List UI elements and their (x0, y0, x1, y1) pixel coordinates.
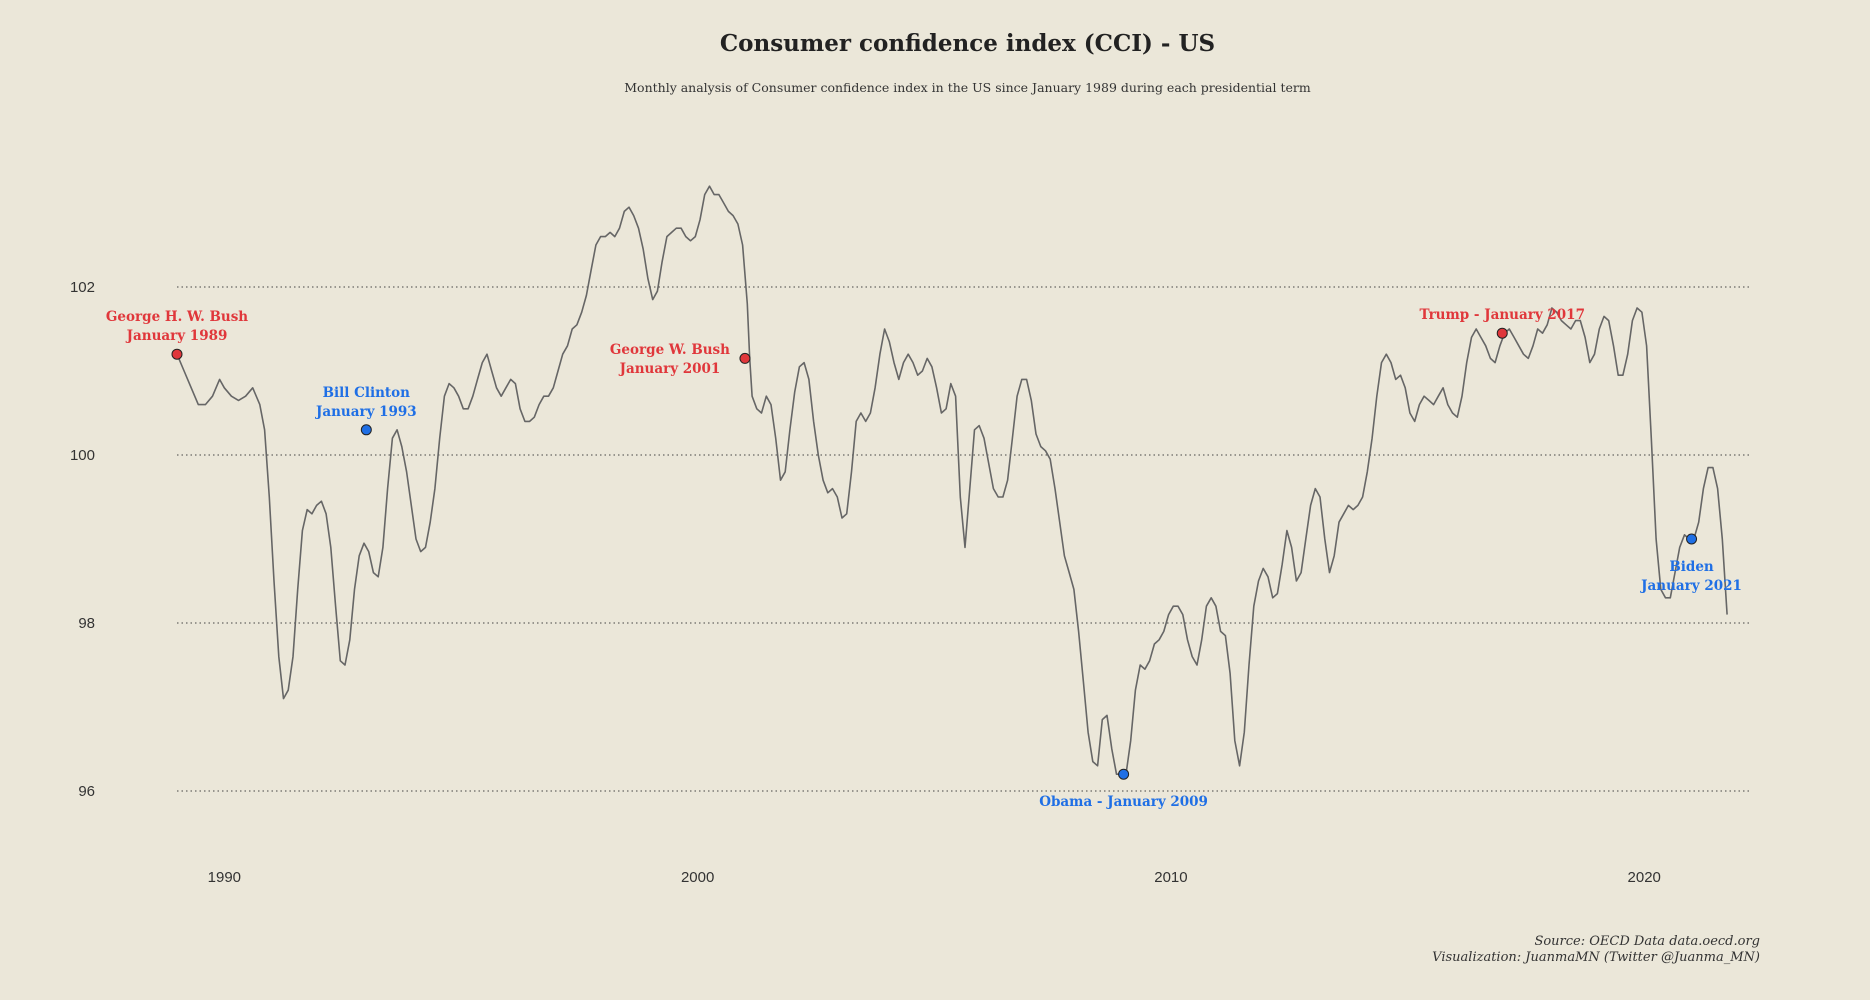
series-line (176, 185, 1728, 775)
president-marker-4 (1496, 327, 1508, 339)
x-tick-label-2010: 2010 (1154, 869, 1187, 886)
president-label-0-line-0: George H. W. Bush (106, 309, 248, 325)
president-label-1-line-1: January 1993 (315, 404, 417, 420)
president-marker-2 (739, 352, 751, 364)
y-tick-label-96: 96 (78, 783, 95, 800)
president-marker-3 (1118, 768, 1130, 780)
president-label-1-line-0: Bill Clinton (323, 385, 411, 401)
y-tick-label-98: 98 (78, 615, 95, 632)
x-tick-label-1990: 1990 (208, 869, 241, 886)
x-tick-label-2000: 2000 (681, 869, 714, 886)
president-marker-5 (1686, 533, 1698, 545)
president-label-2-line-0: George W. Bush (610, 342, 730, 358)
president-marker-0 (171, 348, 183, 360)
y-tick-label-102: 102 (70, 279, 95, 296)
president-label-0-line-1: January 1989 (126, 328, 228, 344)
y-tick-label-100: 100 (70, 447, 95, 464)
president-label-3-line-0: Obama - January 2009 (1039, 794, 1208, 810)
source-caption: Source: OECD Data data.oecd.org (1534, 934, 1760, 949)
president-label-5-line-1: January 2021 (1640, 578, 1742, 594)
chart-title: Consumer confidence index (CCI) - US (719, 30, 1216, 57)
x-tick-label-2020: 2020 (1628, 869, 1661, 886)
president-label-5-line-0: Biden (1669, 559, 1714, 575)
president-label-2-line-1: January 2001 (619, 361, 721, 377)
visualization-credit: Visualization: JuanmaMN (Twitter @Juanma… (1432, 950, 1760, 965)
president-label-4-line-0: Trump - January 2017 (1420, 307, 1585, 323)
president-marker-1 (360, 424, 372, 436)
chart-subtitle: Monthly analysis of Consumer confidence … (624, 80, 1311, 95)
chart-footer: Source: OECD Data data.oecd.org Visualiz… (1432, 934, 1760, 966)
